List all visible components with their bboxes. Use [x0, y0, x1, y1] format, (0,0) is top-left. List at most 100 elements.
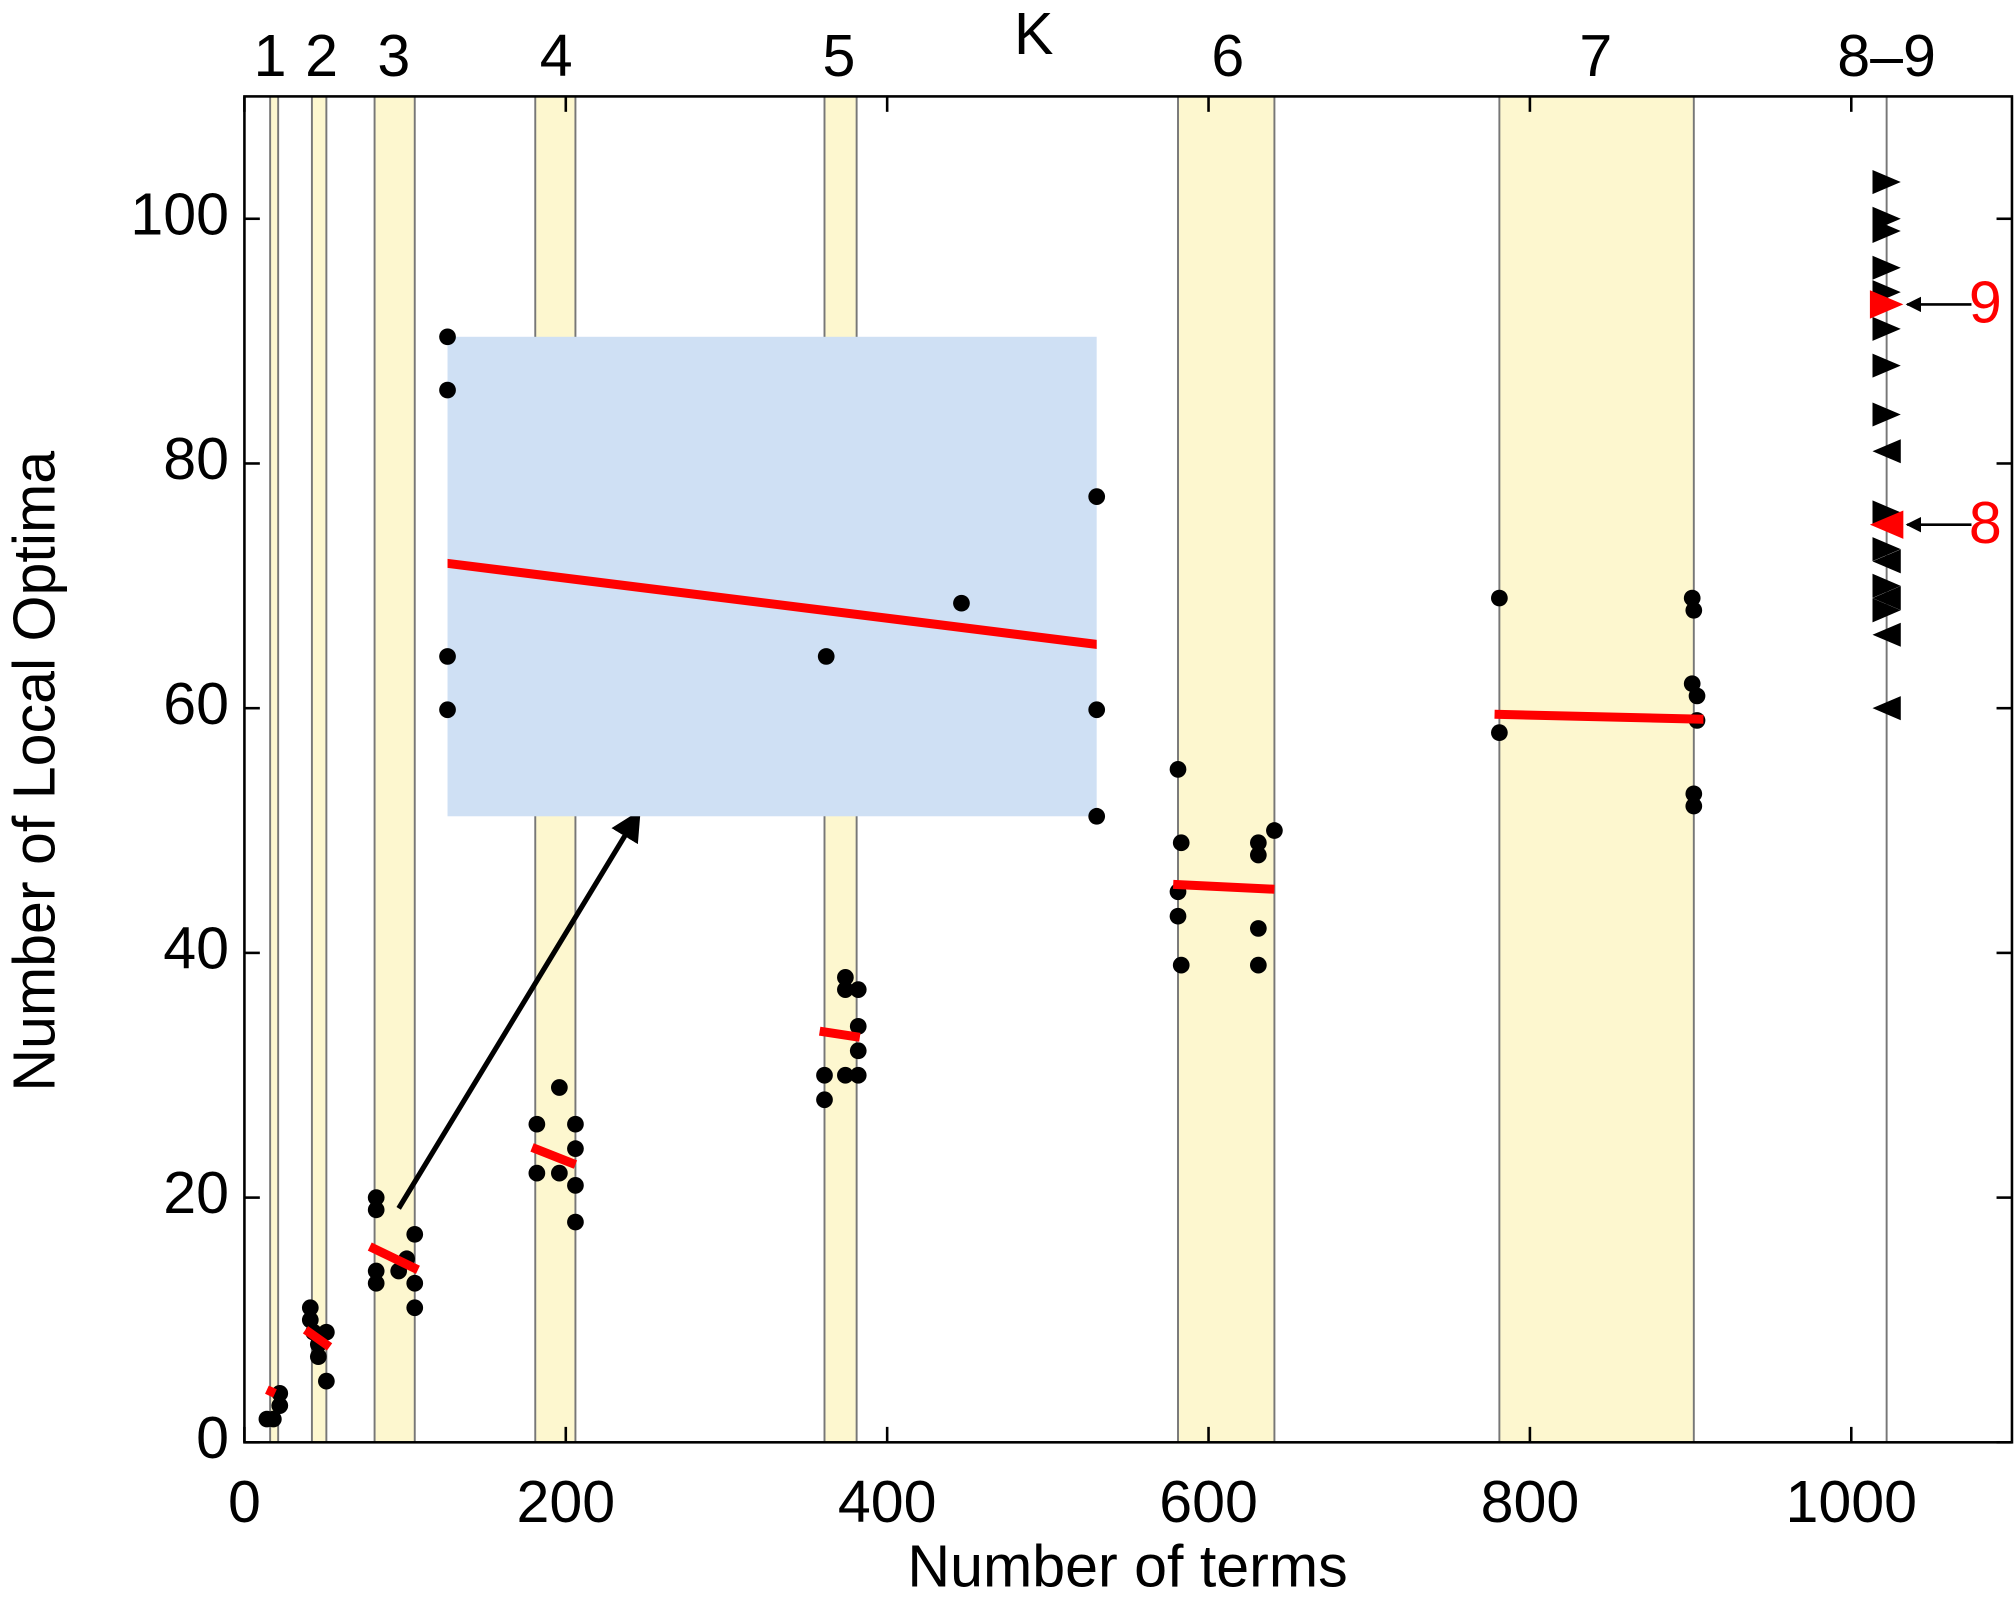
fit-line — [367, 1242, 420, 1274]
k-band — [270, 96, 279, 1443]
x-tick-label: 0 — [228, 1468, 261, 1535]
data-point — [528, 1164, 546, 1182]
triangle-point — [1872, 622, 1901, 647]
x-tick-label: 400 — [838, 1468, 937, 1535]
top-tick-label: 1 — [254, 22, 287, 89]
x-axis-label: Number of terms — [907, 1532, 1347, 1599]
data-point — [567, 1213, 584, 1231]
data-point — [837, 1066, 854, 1084]
data-point — [1491, 589, 1508, 607]
highlight-triangle — [1869, 510, 1904, 539]
plot-frame — [243, 95, 2014, 1444]
data-point — [816, 1091, 833, 1109]
y-tick-label: 0 — [196, 1404, 229, 1471]
data-point — [1491, 724, 1508, 742]
data-point — [849, 981, 867, 998]
inset-point — [953, 594, 970, 612]
fit-line — [530, 1143, 578, 1169]
data-point — [1685, 797, 1703, 815]
data-point — [367, 1189, 385, 1206]
top-tick-label: 4 — [540, 22, 573, 89]
annotation-label: 8 — [1969, 489, 2002, 556]
data-point — [1172, 956, 1190, 974]
triangle-point — [1872, 170, 1901, 195]
triangle-point — [1872, 402, 1901, 427]
x-tick-label: 800 — [1481, 1468, 1580, 1535]
inset-point — [1088, 807, 1106, 825]
data-point — [1685, 601, 1703, 619]
triangle-point — [1872, 500, 1901, 525]
triangle-point — [1872, 218, 1901, 244]
triangle-point — [1872, 255, 1901, 280]
data-point — [264, 1410, 282, 1428]
y-tick-label: 100 — [130, 180, 229, 247]
top-tick-label: 8–9 — [1837, 22, 1936, 89]
data-point — [567, 1177, 584, 1194]
triangle-point — [1872, 439, 1901, 464]
data-point — [367, 1262, 385, 1280]
data-point — [1685, 785, 1703, 803]
inset-point — [439, 648, 456, 665]
data-point — [1172, 834, 1190, 852]
data-point — [318, 1372, 335, 1390]
data-point — [849, 1017, 867, 1035]
data-point — [367, 1201, 385, 1219]
inset-point — [817, 648, 835, 665]
fit-line — [265, 1385, 277, 1398]
inset-point — [439, 701, 456, 719]
data-point — [1169, 761, 1187, 778]
zoom-arrow — [396, 809, 642, 1210]
x-tick-label: 600 — [1159, 1468, 1258, 1535]
inset-point — [439, 328, 456, 346]
x-tick-label: 1000 — [1786, 1468, 1918, 1535]
y-tick-label: 20 — [163, 1159, 229, 1226]
fit-line — [1172, 879, 1275, 894]
y-tick-label: 60 — [163, 670, 229, 737]
y-tick-label: 40 — [163, 915, 229, 982]
data-point — [567, 1115, 584, 1133]
y-tick-label: 80 — [163, 425, 229, 492]
data-point — [406, 1225, 424, 1243]
data-point — [551, 1164, 568, 1182]
top-tick-label: 7 — [1579, 22, 1612, 89]
fit-line — [447, 558, 1097, 649]
data-point — [271, 1397, 289, 1414]
top-tick-label: 3 — [377, 22, 410, 89]
k-band — [1499, 96, 1694, 1443]
data-point — [1249, 834, 1267, 852]
fit-line — [1494, 709, 1704, 724]
data-point — [816, 1066, 833, 1084]
k-band — [374, 96, 415, 1443]
data-point — [837, 969, 854, 986]
triangle-point — [1872, 696, 1901, 721]
data-point — [367, 1274, 385, 1292]
triangle-point — [1872, 537, 1901, 562]
triangle-point — [1872, 586, 1901, 611]
triangle-point — [1872, 598, 1901, 623]
data-point — [567, 1140, 584, 1158]
annotation-label: 9 — [1969, 269, 2002, 336]
top-tick-label: 5 — [823, 22, 856, 89]
inset-point — [439, 381, 456, 399]
data-point — [309, 1348, 327, 1366]
triangle-point — [1872, 549, 1901, 574]
data-point — [406, 1299, 424, 1317]
triangle-point — [1872, 573, 1901, 598]
inset-point — [1088, 488, 1106, 505]
data-point — [301, 1299, 319, 1317]
k-band — [1178, 96, 1275, 1443]
data-point — [1249, 920, 1267, 937]
data-point — [406, 1274, 424, 1292]
data-point — [1688, 687, 1706, 705]
data-point — [551, 1079, 568, 1096]
triangle-point — [1872, 316, 1901, 341]
x-tick-label: 200 — [516, 1468, 615, 1535]
triangle-point — [1872, 353, 1901, 378]
inset-clip — [447, 558, 1097, 649]
data-point — [1249, 956, 1267, 974]
data-point — [1683, 589, 1701, 607]
top-tick-label: 6 — [1211, 22, 1244, 89]
inset — [439, 328, 1106, 825]
